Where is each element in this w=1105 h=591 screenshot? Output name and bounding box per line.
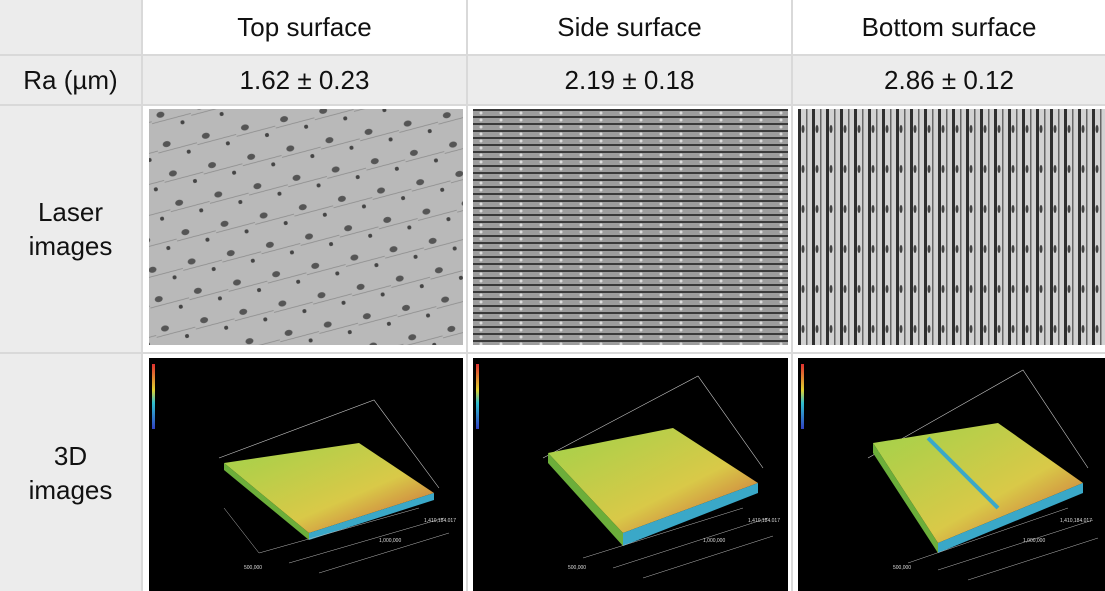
axis-label: 500,000: [568, 565, 586, 571]
laser-texture: [798, 109, 1105, 345]
column-header: Bottom surface: [793, 0, 1105, 56]
3d-render: [149, 358, 463, 591]
row-label: 3D images: [0, 354, 143, 591]
3d-image: 500,000 1,000,000 1,410,184.017: [149, 358, 463, 591]
corner-cell: [0, 0, 143, 56]
axis-label: 1,410,184.017: [1060, 518, 1092, 524]
ra-value: 2.19 ± 0.18: [468, 56, 793, 106]
laser-image: [149, 109, 463, 345]
column-header: Side surface: [468, 0, 793, 56]
3d-render: [798, 358, 1105, 591]
axis-label: 1,410,184.017: [424, 518, 456, 524]
axis-label: 1,000,000: [1023, 538, 1045, 544]
table-figure: Top surface Side surface Bottom surface …: [0, 0, 1105, 591]
3d-image: 500,000 1,000,000 1,410,184.017: [798, 358, 1105, 591]
3d-render: [473, 358, 788, 591]
axis-label: 1,410,184.017: [748, 518, 780, 524]
row-label: Ra (µm): [0, 56, 143, 106]
laser-image: [473, 109, 788, 345]
3d-image: 500,000 1,000,000 1,410,184.017: [473, 358, 788, 591]
column-header: Top surface: [143, 0, 468, 56]
axis-label: 500,000: [893, 565, 911, 571]
row-label: Laser images: [0, 106, 143, 354]
ra-value: 1.62 ± 0.23: [143, 56, 468, 106]
axis-label: 1,000,000: [379, 538, 401, 544]
axis-label: 1,000,000: [703, 538, 725, 544]
ra-value: 2.86 ± 0.12: [793, 56, 1105, 106]
axis-label: 500,000: [244, 565, 262, 571]
laser-texture: [149, 109, 463, 345]
laser-texture: [473, 109, 788, 345]
laser-image: [798, 109, 1105, 345]
